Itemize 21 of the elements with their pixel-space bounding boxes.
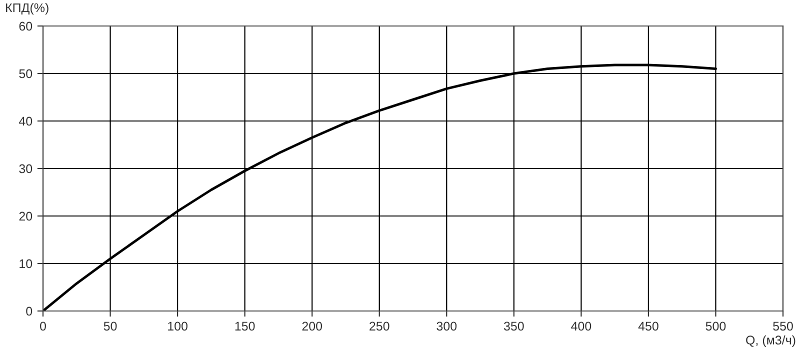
y-tick-label: 40 [18, 116, 32, 126]
y-axis-title: КПД(%) [6, 3, 48, 15]
x-tick-label: 550 [773, 322, 793, 331]
x-tick-label: 400 [571, 322, 592, 331]
x-tick-label: 300 [436, 322, 457, 331]
x-axis-title: Q, (м3/ч) [746, 335, 796, 347]
x-tick-label: 150 [235, 322, 255, 331]
y-tick-label: 10 [20, 259, 32, 268]
x-tick-label: 500 [706, 322, 726, 331]
y-tick-label: 50 [19, 69, 32, 78]
x-tick-label: 450 [638, 322, 658, 331]
x-tick-label: 200 [302, 322, 322, 331]
x-tick-label: 50 [104, 322, 117, 331]
x-tick-label: 350 [504, 322, 524, 331]
x-tick-label: 0 [40, 322, 46, 331]
y-tick-label: 30 [19, 164, 32, 174]
y-tick-label: 0 [26, 306, 32, 316]
x-tick-label: 250 [370, 322, 390, 331]
x-tick-label: 100 [168, 322, 188, 331]
y-tick-label: 20 [19, 212, 32, 221]
y-tick-label: 60 [19, 22, 32, 31]
